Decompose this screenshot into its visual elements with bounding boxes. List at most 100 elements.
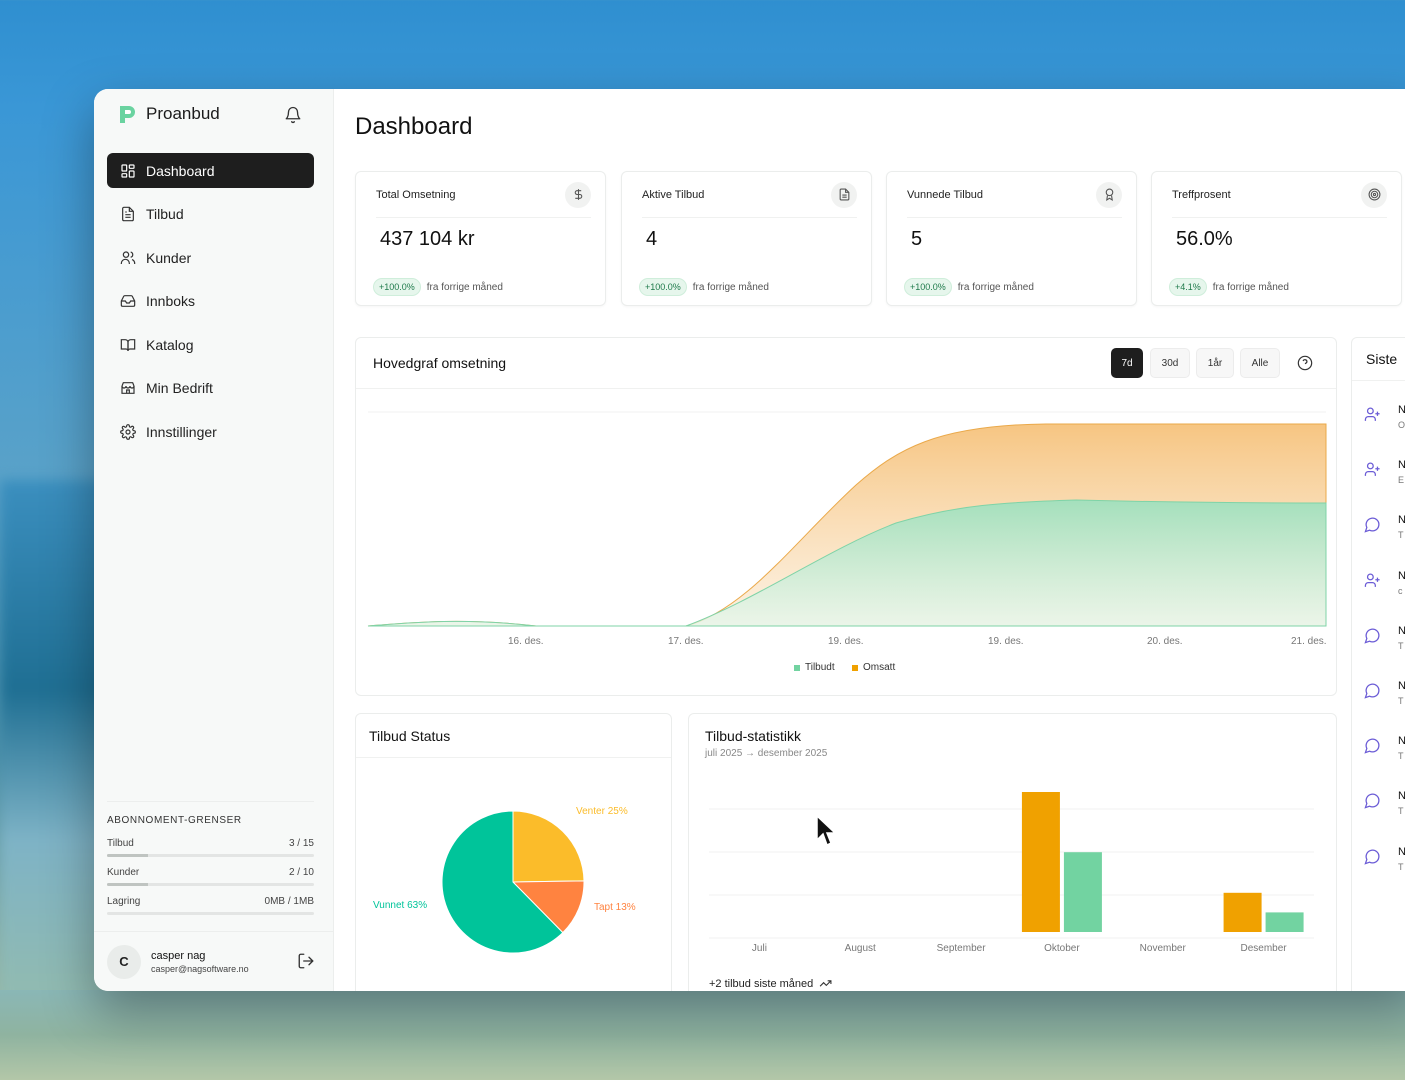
bar-x-label: Oktober bbox=[1044, 943, 1080, 954]
x-tick-label: 19. des. bbox=[828, 636, 864, 647]
users-icon bbox=[120, 250, 136, 264]
limit-row-kunder: Kunder 2 / 10 bbox=[107, 867, 314, 886]
limit-value: 0MB / 1MB bbox=[264, 896, 314, 907]
sidebar-item-label: Dashboard bbox=[146, 162, 215, 179]
message-icon bbox=[1364, 849, 1380, 865]
kpi-note: fra forrige måned bbox=[426, 281, 503, 293]
mouse-cursor-icon bbox=[816, 814, 837, 847]
kpi-note: fra forrige måned bbox=[957, 281, 1034, 293]
user-profile[interactable]: C casper nag casper@nagsoftware.no bbox=[94, 931, 334, 991]
background-bottom bbox=[0, 990, 1405, 1080]
range-30d-button[interactable]: 30d bbox=[1150, 348, 1190, 378]
sidebar-item-kunder[interactable]: Kunder bbox=[107, 240, 314, 275]
user-name: casper nag bbox=[151, 949, 206, 962]
legend-tilbudt: Tilbudt bbox=[794, 662, 835, 673]
limit-value: 3 / 15 bbox=[288, 838, 314, 849]
stats-card-title: Tilbud-statistikk bbox=[705, 728, 801, 744]
grid-icon bbox=[121, 163, 135, 178]
avatar: C bbox=[107, 944, 141, 979]
bell-icon[interactable] bbox=[284, 106, 302, 124]
pie-slice-tapt[interactable] bbox=[511, 880, 585, 934]
kpi-change-badge: +100.0% bbox=[639, 278, 687, 296]
kpi-card-aktive-tilbud: Aktive Tilbud 4 +100.0% fra forrige måned bbox=[621, 171, 872, 306]
range-1ar-button[interactable]: 1år bbox=[1196, 348, 1234, 378]
range-alle-button[interactable]: Alle bbox=[1240, 348, 1280, 378]
x-tick-label: 20. des. bbox=[1147, 636, 1183, 647]
activity-subtitle: T bbox=[1398, 696, 1404, 706]
message-icon bbox=[1364, 628, 1380, 644]
range-7d-button[interactable]: 7d bbox=[1111, 348, 1143, 378]
sidebar-item-katalog[interactable]: Katalog bbox=[107, 327, 314, 362]
sidebar-item-dashboard[interactable]: Dashboard bbox=[107, 153, 314, 188]
subscription-limits: ABONNOMENT-GRENSER Tilbud 3 / 15 Kunder 2 … bbox=[107, 801, 314, 925]
pie-label-tapt: Tapt 13% bbox=[594, 902, 636, 913]
app-window: Proanbud Dashboard Tilbud Kunder Innboks bbox=[94, 89, 1405, 991]
limit-bar bbox=[107, 883, 314, 886]
x-tick-label: 19. des. bbox=[988, 636, 1024, 647]
kpi-card-total-omsetning: Total Omsetning 437 104 kr +100.0% fra fo… bbox=[355, 171, 606, 306]
sidebar-item-label: Tilbud bbox=[146, 206, 184, 222]
activity-title: N bbox=[1398, 680, 1405, 692]
limit-row-lagring: Lagring 0MB / 1MB bbox=[107, 896, 314, 915]
message-icon bbox=[1364, 793, 1380, 809]
pie-slice-vunnet[interactable] bbox=[441, 810, 564, 954]
kpi-value: 56.0% bbox=[1176, 228, 1233, 250]
bar-x-label: Desember bbox=[1240, 943, 1287, 954]
proanbud-logo-icon bbox=[120, 106, 135, 123]
sidebar-item-tilbud[interactable]: Tilbud bbox=[107, 197, 314, 232]
help-circle-icon[interactable] bbox=[1297, 355, 1313, 371]
pie-label-venter: Venter 25% bbox=[576, 806, 628, 817]
sidebar-item-label: Innboks bbox=[146, 293, 196, 309]
kpi-value: 5 bbox=[911, 228, 923, 250]
user-plus-icon bbox=[1364, 462, 1380, 477]
store-icon bbox=[121, 382, 135, 394]
bar-x-label: November bbox=[1139, 943, 1186, 954]
limit-label: Lagring bbox=[107, 896, 141, 907]
kpi-label: Aktive Tilbud bbox=[642, 188, 705, 201]
limit-value: 2 / 10 bbox=[288, 867, 314, 878]
sidebar-item-label: Min Bedrift bbox=[146, 380, 213, 396]
activity-subtitle: c bbox=[1398, 585, 1403, 596]
bar-oktober-0[interactable] bbox=[1021, 792, 1060, 932]
bar-desember-0[interactable] bbox=[1223, 892, 1262, 932]
main-area-chart bbox=[367, 411, 1327, 627]
kpi-change-badge: +4.1% bbox=[1169, 278, 1207, 296]
kpi-change-badge: +100.0% bbox=[904, 278, 952, 296]
sidebar-item-innstillinger[interactable]: Innstillinger bbox=[107, 414, 314, 449]
book-icon bbox=[120, 338, 136, 351]
pie-label-vunnet: Vunnet 63% bbox=[373, 900, 428, 911]
bar-desember-1[interactable] bbox=[1265, 912, 1304, 932]
activity-subtitle: T bbox=[1398, 751, 1404, 762]
logout-icon[interactable] bbox=[297, 952, 315, 970]
tilbud-status-card: Tilbud Status Venter 25% Tapt 13% Vunnet… bbox=[355, 713, 672, 991]
pie-slice-venter[interactable] bbox=[512, 810, 585, 883]
sidebar-item-innboks[interactable]: Innboks bbox=[107, 284, 314, 319]
activity-subtitle: E bbox=[1398, 475, 1405, 486]
stats-card-subtitle: juli 2025 → desember 2025 bbox=[705, 748, 828, 759]
kpi-card-vunnede-tilbud: Vunnede Tilbud 5 +100.0% fra forrige måne… bbox=[886, 171, 1137, 306]
brand-name: Proanbud bbox=[146, 104, 220, 123]
page-title: Dashboard bbox=[355, 113, 473, 140]
sidebar-item-min-bedrift[interactable]: Min Bedrift bbox=[107, 371, 314, 406]
divider bbox=[356, 388, 1336, 389]
kpi-label: Total Omsetning bbox=[376, 188, 456, 201]
limit-row-tilbud: Tilbud 3 / 15 bbox=[107, 838, 314, 857]
bar-oktober-1[interactable] bbox=[1063, 852, 1102, 932]
tilbudt-area bbox=[367, 499, 1327, 627]
stats-bar-chart bbox=[709, 792, 1314, 939]
user-plus-icon bbox=[1364, 573, 1380, 587]
activity-subtitle: T bbox=[1398, 806, 1404, 817]
kpi-note: fra forrige måned bbox=[1212, 281, 1289, 293]
brand[interactable]: Proanbud bbox=[116, 103, 220, 125]
activity-title: N bbox=[1398, 624, 1405, 637]
